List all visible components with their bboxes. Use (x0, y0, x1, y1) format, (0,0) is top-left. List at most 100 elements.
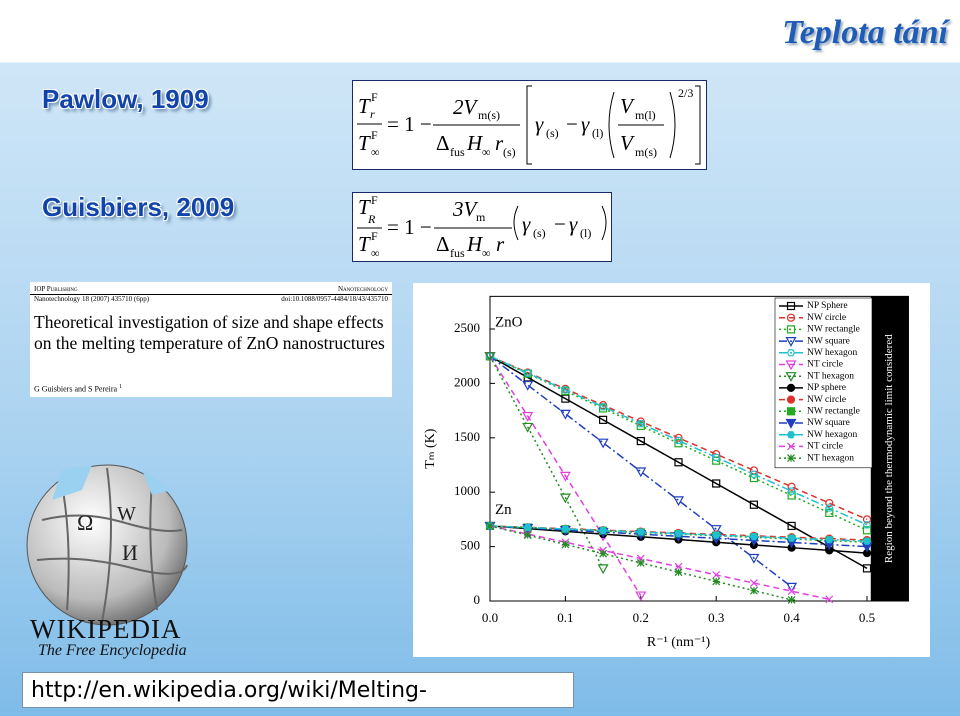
marker (635, 467, 647, 478)
series-line (489, 355, 868, 531)
marker (786, 301, 796, 311)
marker (559, 409, 571, 420)
marker (862, 515, 872, 524)
symbol: m(l) (635, 108, 656, 122)
series (485, 352, 872, 529)
author-label: Pawlow, 1909 (42, 84, 209, 114)
svg-text:Ω: Ω (77, 510, 93, 535)
marker (674, 529, 683, 538)
legend-label: NT circle (807, 442, 843, 452)
wikipedia-tagline: The Free Encyclopedia (38, 642, 187, 659)
symbol: T (358, 94, 371, 118)
symbol: γ (535, 112, 544, 136)
marker (712, 479, 721, 488)
marker (599, 404, 608, 413)
marker (486, 522, 494, 530)
symbol: (s) (503, 145, 516, 159)
marker (749, 586, 758, 595)
marker (561, 525, 570, 533)
series (485, 522, 872, 545)
marker (597, 564, 609, 575)
symbol: ∞ (371, 246, 380, 260)
marker (787, 482, 796, 491)
symbol: F (371, 128, 378, 142)
legend-label: NW circle (807, 395, 846, 405)
marker (786, 325, 796, 334)
symbol: ∞ (371, 145, 380, 159)
marker (598, 403, 608, 411)
legend-label: NW square (807, 418, 850, 428)
marker (674, 433, 683, 442)
symbol: V (620, 131, 635, 155)
marker (522, 422, 534, 433)
marker (597, 438, 609, 449)
paper-authors: G Guisbiers and S Pereira 1 (34, 384, 122, 394)
legend-label: NW rectangle (807, 406, 860, 416)
publisher: IOP Publishing (34, 285, 78, 293)
symbol: T (358, 232, 371, 256)
marker (862, 521, 872, 529)
x-tick-label: 0.0 (482, 610, 498, 625)
marker (786, 349, 796, 357)
symbol: F (371, 193, 378, 207)
marker (785, 337, 797, 347)
marker (787, 454, 795, 463)
symbol: (s) (546, 126, 559, 140)
wikipedia-globe: Ω W И (26, 464, 188, 626)
symbol: (s) (533, 226, 546, 240)
series (486, 522, 834, 604)
legend-label: NW hexagon (807, 430, 857, 440)
marker (599, 415, 608, 424)
symbol: γ (581, 112, 590, 136)
series-line (489, 355, 868, 570)
marker (825, 595, 834, 604)
doi: doi:10.1088/0957-4484/18/43/435710 (281, 295, 388, 303)
marker (523, 523, 532, 532)
marker (787, 521, 796, 531)
marker (712, 577, 721, 586)
marker (749, 470, 759, 478)
affiliation: 1 (119, 384, 123, 390)
marker (862, 526, 872, 535)
series-line (489, 525, 830, 601)
marker (674, 568, 683, 577)
symbol: T (358, 195, 371, 219)
marker (636, 528, 645, 536)
marker (522, 380, 534, 391)
marker (749, 532, 759, 541)
marker (749, 579, 758, 587)
x-tick-label: 0.1 (557, 610, 573, 625)
plot-frame (489, 295, 909, 602)
marker (674, 458, 683, 467)
authors: G Guisbiers and S Pereira (34, 384, 118, 394)
marker (710, 525, 722, 535)
marker (559, 493, 571, 504)
marker (636, 420, 645, 428)
marker (787, 587, 796, 596)
legend-label: NW square (807, 336, 850, 346)
y-tick-label: 2500 (454, 320, 480, 335)
marker (862, 564, 872, 573)
formula-guisbiers: T F R T F ∞ = 1 − 3V m Δ fus H ∞ r γ (s)… (352, 192, 612, 262)
marker (825, 504, 834, 512)
annotation: ZnO (495, 314, 523, 330)
symbol: Δ (436, 232, 450, 256)
marker (786, 383, 796, 393)
symbol: (l) (592, 126, 603, 140)
x-tick-label: 0.2 (633, 610, 649, 625)
y-tick-label: 0 (474, 592, 481, 607)
marker (748, 553, 760, 564)
symbol: fus (450, 246, 465, 260)
marker (523, 531, 532, 540)
marker (598, 526, 608, 535)
symbol: 2/3 (678, 86, 693, 100)
wikipedia-name: WIKIPEDIA (30, 614, 182, 644)
symbol: γ (569, 212, 578, 236)
marker (787, 442, 795, 451)
symbol: = 1 − (387, 215, 432, 239)
symbol: (l) (580, 226, 591, 240)
symbol: F (371, 90, 378, 104)
marker (785, 418, 797, 429)
